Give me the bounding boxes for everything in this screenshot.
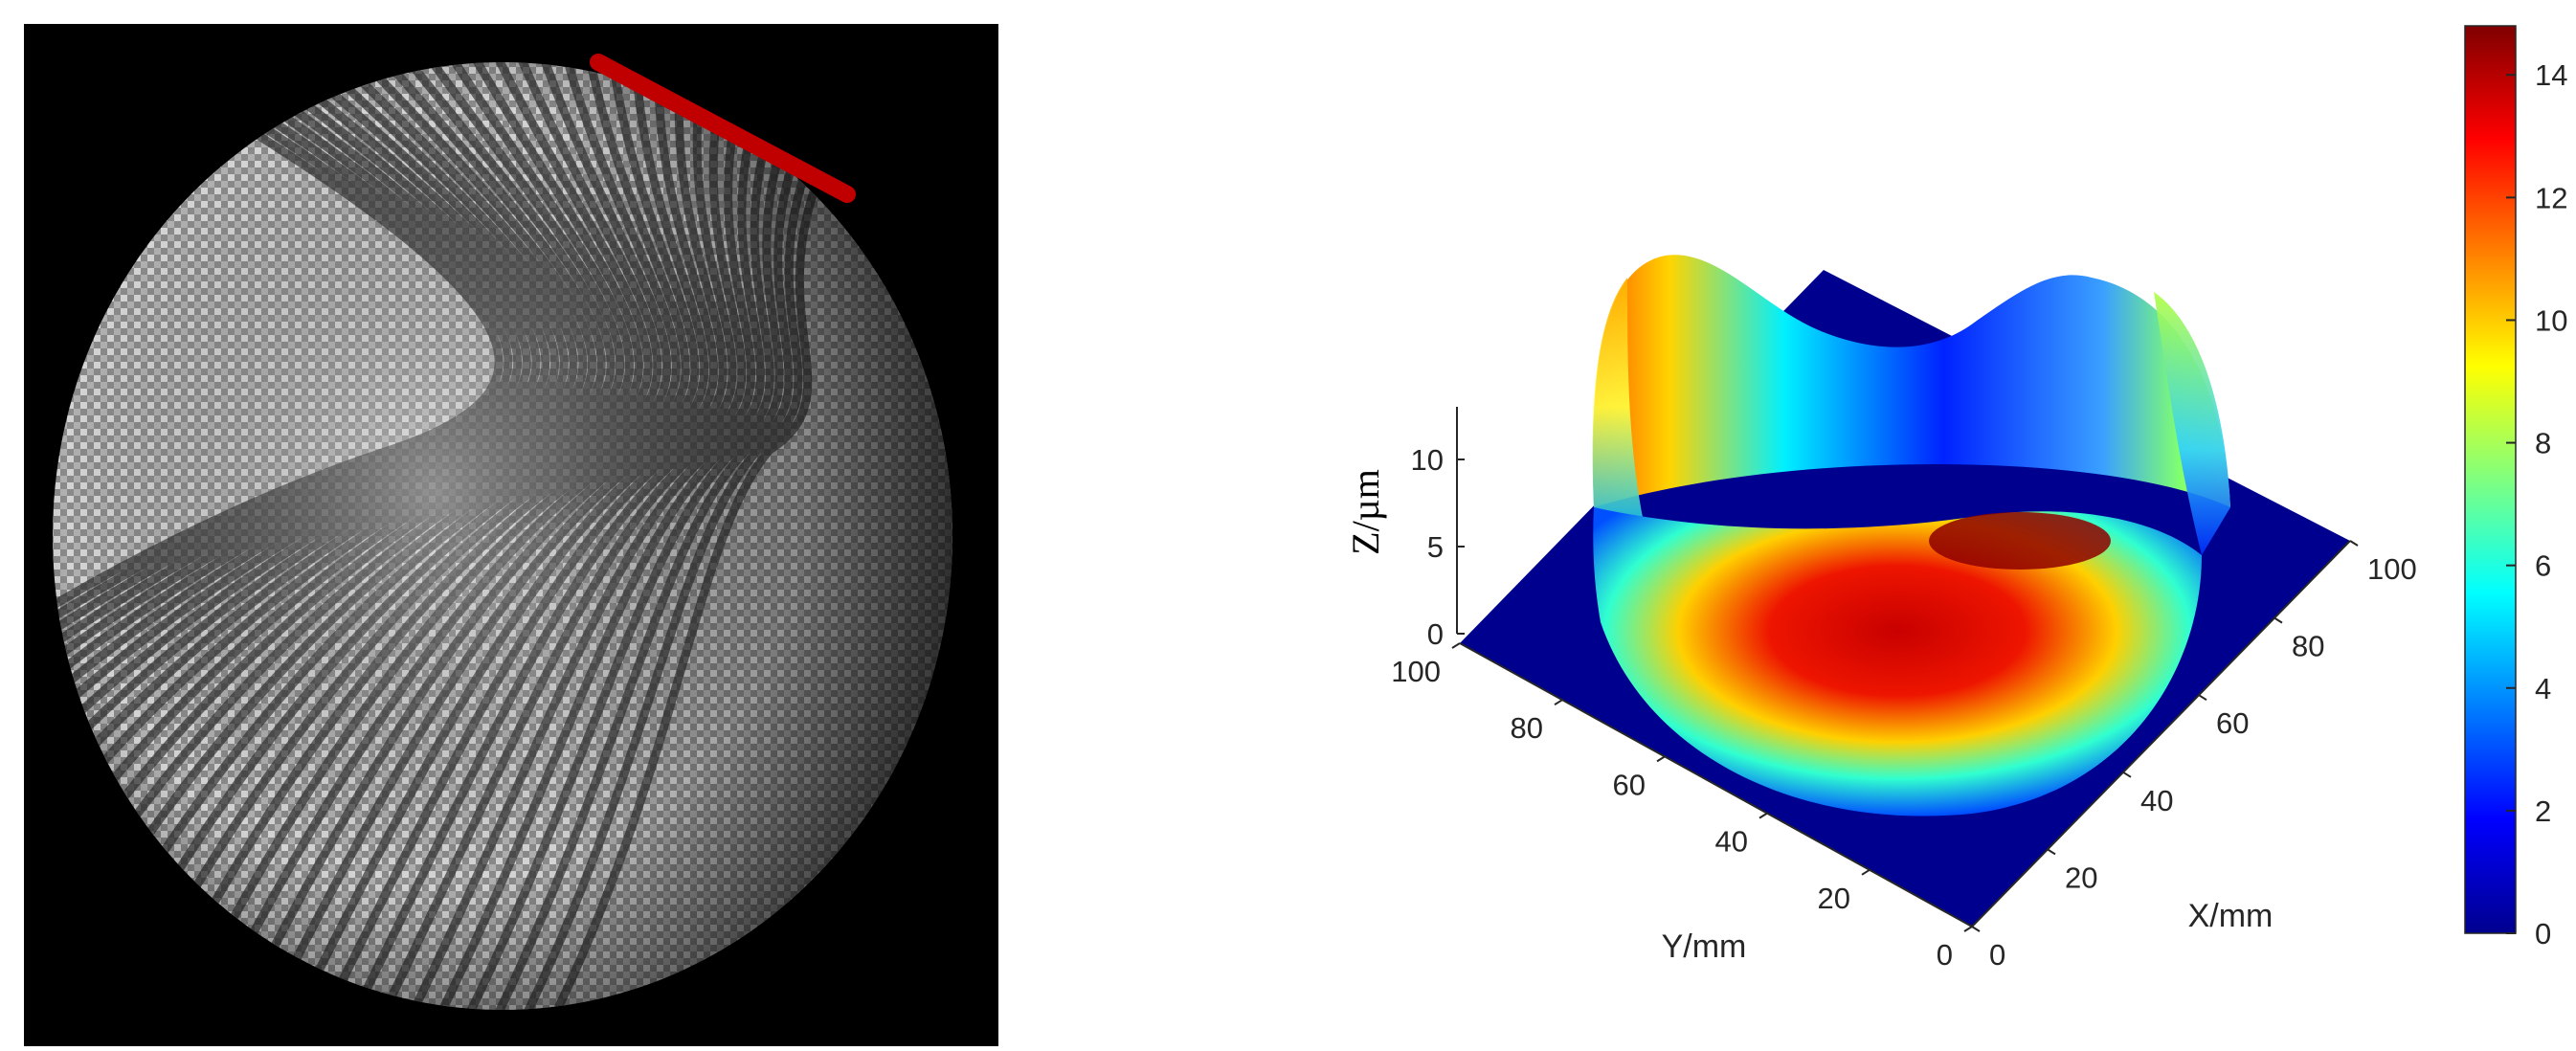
- x-tick-mark: [2122, 771, 2132, 778]
- x-axis-label: X/mm: [2188, 898, 2274, 934]
- y-ticks: 0 20 40 60 80 100: [1391, 642, 1973, 972]
- x-tick-mark: [2047, 848, 2056, 856]
- x-tick-mark: [2198, 694, 2207, 702]
- z-tick-label: 10: [1411, 443, 1444, 477]
- x-axis-line: [1971, 540, 2351, 928]
- z-tick-label: 5: [1427, 530, 1444, 564]
- fringe-disk: [53, 62, 952, 1010]
- colorbar-tick-label: 0: [2535, 917, 2551, 950]
- colorbar-tick-label: 10: [2535, 303, 2567, 337]
- y-axis-label: Y/mm: [1662, 928, 1747, 965]
- x-tick-label: 0: [1989, 938, 2005, 972]
- y-tick-label: 80: [1511, 711, 1543, 745]
- y-tick-label: 40: [1715, 825, 1748, 859]
- surface-peak: [1929, 512, 2111, 570]
- surface-front-bowl: [1593, 507, 2202, 816]
- y-tick-mark: [1963, 926, 1973, 932]
- interferogram-panel: [24, 24, 998, 1046]
- colorbar-tick-label: 14: [2535, 58, 2567, 92]
- surface-back-wall: [1593, 255, 2230, 507]
- x-tick-label: 100: [2367, 552, 2417, 586]
- y-tick-label: 60: [1613, 768, 1646, 801]
- x-tick-mark: [1971, 926, 1981, 932]
- x-tick-mark: [2349, 540, 2359, 547]
- y-tick-mark: [1861, 868, 1870, 876]
- surface-plot: 0 5 10 Z/µm 0 20 40 60 80 100 Y/mm 0 20 40 60 80 100…: [1344, 255, 2417, 972]
- surface-right-flank: [2154, 292, 2230, 555]
- y-tick-label: 100: [1391, 655, 1441, 688]
- z-axis-label: Z/µm: [1344, 469, 1387, 555]
- z-ticks: 0 5 10: [1411, 443, 1465, 651]
- x-ticks: 0 20 40 60 80 100: [1971, 540, 2417, 972]
- z-tick-label: 0: [1427, 617, 1444, 651]
- x-tick-label: 40: [2140, 784, 2173, 817]
- y-tick-label: 20: [1818, 882, 1850, 915]
- y-tick-mark: [1656, 755, 1666, 763]
- colorbar-tick-label: 2: [2535, 794, 2551, 828]
- y-tick-mark: [1451, 642, 1461, 649]
- colorbar: 0 2 4 6 8 10 12 14: [2464, 25, 2567, 950]
- y-tick-mark: [1758, 812, 1768, 819]
- x-tick-label: 60: [2216, 706, 2249, 740]
- y-tick-mark: [1554, 699, 1563, 706]
- surface-left-flank: [1592, 278, 1646, 536]
- colorbar-ticks: 0 2 4 6 8 10 12 14: [2506, 58, 2567, 950]
- colorbar-tick-label: 6: [2535, 549, 2551, 583]
- colorbar-tick-label: 12: [2535, 181, 2567, 214]
- x-tick-mark: [2274, 616, 2283, 624]
- red-marker-line: [590, 54, 856, 203]
- y-tick-label: 0: [1937, 938, 1953, 972]
- x-tick-label: 20: [2065, 861, 2097, 894]
- colorbar-tick-label: 8: [2535, 427, 2551, 460]
- colorbar-gradient: [2464, 25, 2517, 934]
- x-tick-label: 80: [2292, 630, 2324, 663]
- colorbar-tick-label: 4: [2535, 672, 2551, 705]
- y-axis-line: [1459, 642, 1973, 928]
